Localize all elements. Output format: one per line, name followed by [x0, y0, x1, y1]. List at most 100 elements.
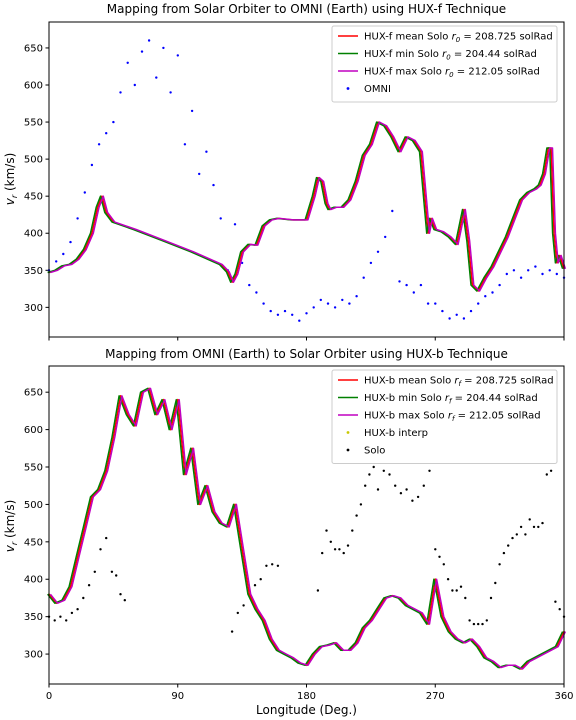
data-point [162, 46, 165, 50]
legend-label-var: r [448, 411, 453, 422]
data-point [291, 313, 294, 316]
top-panel-frame [48, 21, 565, 338]
data-point [105, 536, 108, 540]
data-point [255, 291, 258, 294]
legend-label-prefix: HUX-b interp [364, 428, 428, 439]
data-point [554, 600, 557, 603]
data-point [147, 39, 151, 42]
y-tick-label: 600 [24, 425, 43, 436]
bottom-panel-x-ticks: 0 90 180 270 360 [46, 684, 574, 702]
data-point [253, 584, 257, 587]
data-point [248, 283, 251, 287]
legend-label-suffix: = 208.725 solRad [460, 32, 553, 43]
data-point [110, 570, 114, 573]
data-point [326, 302, 330, 305]
legend-item: Solo [346, 446, 385, 457]
data-point [384, 235, 387, 239]
y-tick-label: 300 [24, 650, 43, 661]
data-point [212, 183, 215, 187]
data-point [455, 589, 458, 592]
data-point [329, 540, 332, 543]
legend-item: HUX-f max Solo r0 = 212.05 solRad [338, 67, 540, 80]
data-point [416, 495, 420, 499]
data-point [348, 302, 351, 305]
data-point [338, 548, 341, 551]
data-point [484, 295, 487, 298]
data-point [236, 611, 239, 615]
data-point [534, 265, 537, 268]
data-point [485, 619, 488, 622]
series-line [49, 387, 567, 670]
legend-label-prefix: HUX-b max Solo [364, 411, 448, 422]
data-point [112, 120, 115, 124]
legend-label-suffix: = 204.44 solRad [451, 49, 537, 60]
data-point [428, 469, 431, 472]
legend-label-var: r [452, 32, 457, 43]
top-panel-x-ticks [48, 337, 565, 341]
data-point [519, 276, 523, 279]
data-point [446, 578, 450, 581]
data-point [305, 312, 308, 315]
data-point [527, 269, 530, 272]
data-point [351, 529, 354, 532]
bottom-panel-ylabel-main: v [3, 544, 17, 552]
data-point [119, 593, 122, 596]
data-point [259, 578, 262, 581]
data-point [469, 309, 473, 313]
legend-label: HUX-f max Solo r0 = 212.05 solRad [364, 67, 540, 80]
data-point [242, 604, 245, 607]
data-point [69, 240, 72, 244]
legend-label: HUX-f mean Solo r0 = 208.725 solRad [364, 32, 553, 45]
data-point [190, 109, 194, 113]
legend-item: HUX-b max Solo rf = 212.05 solRad [338, 411, 541, 423]
series-hux-f-max-solo-r0-212-05-solrad [50, 121, 567, 292]
legend-label-prefix: HUX-f mean Solo [364, 32, 452, 43]
data-point [545, 473, 548, 476]
bottom-panel-y-ticks: 300 350 400 450 500 550 600 650 [24, 388, 49, 661]
y-tick-label: 450 [24, 537, 43, 548]
legend-label-var: r [445, 393, 450, 404]
data-point [319, 298, 322, 302]
data-point [472, 622, 476, 626]
data-point [230, 630, 234, 633]
data-point [519, 525, 523, 529]
legend-label: HUX-b interp [364, 428, 428, 439]
data-point [123, 599, 127, 602]
data-point [399, 492, 403, 495]
data-point [524, 533, 527, 536]
legend-label-suffix: = 212.05 solRad [454, 67, 540, 78]
data-point [99, 548, 102, 551]
legend-label-prefix: HUX-b min Solo [364, 393, 445, 404]
data-point [511, 536, 514, 540]
data-point [398, 280, 401, 283]
top-panel: Mapping from Solar Orbiter to OMNI (Eart… [3, 2, 567, 341]
data-point [411, 499, 414, 502]
data-point [548, 269, 551, 272]
bottom-panel-frame [48, 365, 565, 685]
legend-label-var: r [442, 49, 447, 60]
data-point [321, 551, 324, 555]
data-point [76, 217, 79, 220]
data-point [346, 544, 350, 547]
x-tick-label: 90 [171, 691, 184, 702]
data-point [494, 581, 497, 585]
top-panel-ylabel: vr (km/s) [3, 153, 19, 206]
legend-label: HUX-f min Solo r0 = 204.44 solRad [364, 49, 537, 62]
legend-item: HUX-f min Solo r0 = 204.44 solRad [338, 49, 537, 62]
data-point [455, 313, 458, 316]
series-hux-b-min-solo-rf-204-44-solrad [47, 387, 564, 670]
top-panel-ylabel-sub: r [10, 194, 19, 198]
data-point [541, 521, 544, 525]
legend-label-sub: f [452, 415, 456, 423]
data-point [271, 563, 274, 566]
data-point [434, 302, 437, 305]
data-point [140, 50, 144, 53]
data-point [502, 551, 506, 555]
data-point [126, 61, 129, 64]
legend-label-prefix: Solo [364, 446, 385, 457]
data-point [426, 302, 430, 305]
data-point [53, 619, 56, 622]
top-panel-legend: HUX-f mean Solo r0 = 208.725 solRadHUX-f… [331, 25, 558, 103]
data-point [70, 611, 74, 615]
legend-item: HUX-b mean Solo rf = 208.725 solRad [338, 376, 554, 388]
